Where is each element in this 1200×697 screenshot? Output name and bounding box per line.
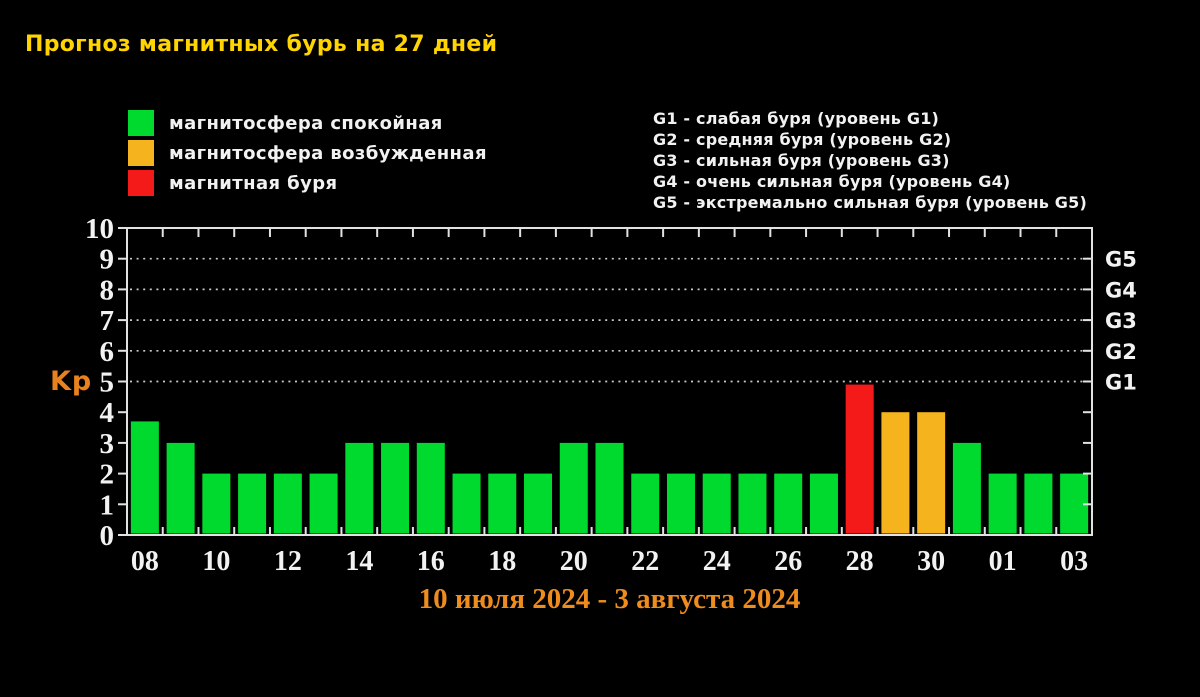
y-tick-label-10: 10 <box>85 213 114 245</box>
x-tick-label-26: 26 <box>774 546 802 577</box>
y-tick-label-9: 9 <box>100 244 115 276</box>
right-axis-label-G5: G5 <box>1105 248 1137 272</box>
right-axis-label-G3: G3 <box>1105 309 1137 333</box>
bar-day-12 <box>273 473 302 534</box>
x-tick-label-10: 10 <box>202 546 230 577</box>
storm-level-descriptions: G1 - слабая буря (уровень G1) G2 - средн… <box>653 108 1087 213</box>
bar-day-31 <box>952 442 981 534</box>
bar-day-08 <box>130 421 159 534</box>
storm-level-g2: G2 - средняя буря (уровень G2) <box>653 130 952 149</box>
y-tick-label-1: 1 <box>100 489 115 521</box>
storm-level-g3: G3 - сильная буря (уровень G3) <box>653 151 950 170</box>
y-tick-label-0: 0 <box>100 520 115 552</box>
bar-day-28 <box>845 384 874 534</box>
bar-day-17 <box>452 473 481 534</box>
storm-level-g4: G4 - очень сильная буря (уровень G4) <box>653 172 1011 191</box>
bar-day-11 <box>238 473 267 534</box>
x-tick-label-12: 12 <box>274 546 302 577</box>
bar-day-18 <box>488 473 517 534</box>
y-tick-label-5: 5 <box>100 367 115 399</box>
storm-color-swatch-icon <box>128 170 154 196</box>
y-tick-label-3: 3 <box>100 428 115 460</box>
bar-day-10 <box>202 473 231 534</box>
excited-color-swatch-icon <box>128 140 154 166</box>
legend-label-excited: магнитосфера возбужденная <box>169 142 487 164</box>
y-tick-label-8: 8 <box>100 274 115 306</box>
page-title: Прогноз магнитных бурь на 27 дней <box>25 32 498 57</box>
x-tick-label-08: 08 <box>131 546 159 577</box>
x-tick-label-24: 24 <box>703 546 731 577</box>
bar-day-15 <box>381 442 410 534</box>
y-tick-label-6: 6 <box>100 336 115 368</box>
bar-day-25 <box>738 473 767 534</box>
x-tick-label-14: 14 <box>345 546 373 577</box>
storm-level-g1: G1 - слабая буря (уровень G1) <box>653 109 940 128</box>
x-tick-label-01: 01 <box>989 546 1017 577</box>
bar-day-01 <box>988 473 1017 534</box>
x-tick-label-30: 30 <box>917 546 945 577</box>
y-axis-label-kp: Kp <box>50 366 93 397</box>
legend-label-storm: магнитная буря <box>169 172 338 194</box>
bar-day-09 <box>166 442 195 534</box>
storm-level-g5: G5 - экстремально сильная буря (уровень … <box>653 193 1087 212</box>
y-tick-label-7: 7 <box>100 305 115 337</box>
x-tick-label-20: 20 <box>560 546 588 577</box>
chart-legend: магнитосфера спокойная магнитосфера возб… <box>128 110 487 200</box>
bar-day-27 <box>809 473 838 534</box>
bar-day-30 <box>917 412 946 534</box>
bar-day-16 <box>416 442 445 534</box>
bar-day-02 <box>1024 473 1053 534</box>
bar-day-21 <box>595 442 624 534</box>
legend-item-excited: магнитосфера возбужденная <box>128 140 487 166</box>
x-tick-label-28: 28 <box>846 546 874 577</box>
legend-item-calm: магнитосфера спокойная <box>128 110 487 136</box>
y-tick-label-2: 2 <box>100 459 115 491</box>
x-tick-label-22: 22 <box>631 546 659 577</box>
bar-day-14 <box>345 442 374 534</box>
calm-color-swatch-icon <box>128 110 154 136</box>
legend-label-calm: магнитосфера спокойная <box>169 112 443 134</box>
right-axis-label-G1: G1 <box>1105 371 1137 395</box>
bar-day-29 <box>881 412 910 534</box>
bar-day-19 <box>524 473 553 534</box>
bar-day-24 <box>702 473 731 534</box>
right-axis-label-G4: G4 <box>1105 278 1137 302</box>
right-axis-label-G2: G2 <box>1105 340 1137 364</box>
bar-day-13 <box>309 473 338 534</box>
x-tick-label-03: 03 <box>1060 546 1088 577</box>
legend-item-storm: магнитная буря <box>128 170 487 196</box>
x-tick-label-16: 16 <box>417 546 445 577</box>
x-tick-label-18: 18 <box>488 546 516 577</box>
bar-day-22 <box>631 473 660 534</box>
date-range-caption: 10 июля 2024 - 3 августа 2024 <box>418 583 801 615</box>
bar-day-26 <box>774 473 803 534</box>
bar-day-20 <box>559 442 588 534</box>
bar-day-23 <box>666 473 695 534</box>
y-tick-label-4: 4 <box>100 397 115 429</box>
